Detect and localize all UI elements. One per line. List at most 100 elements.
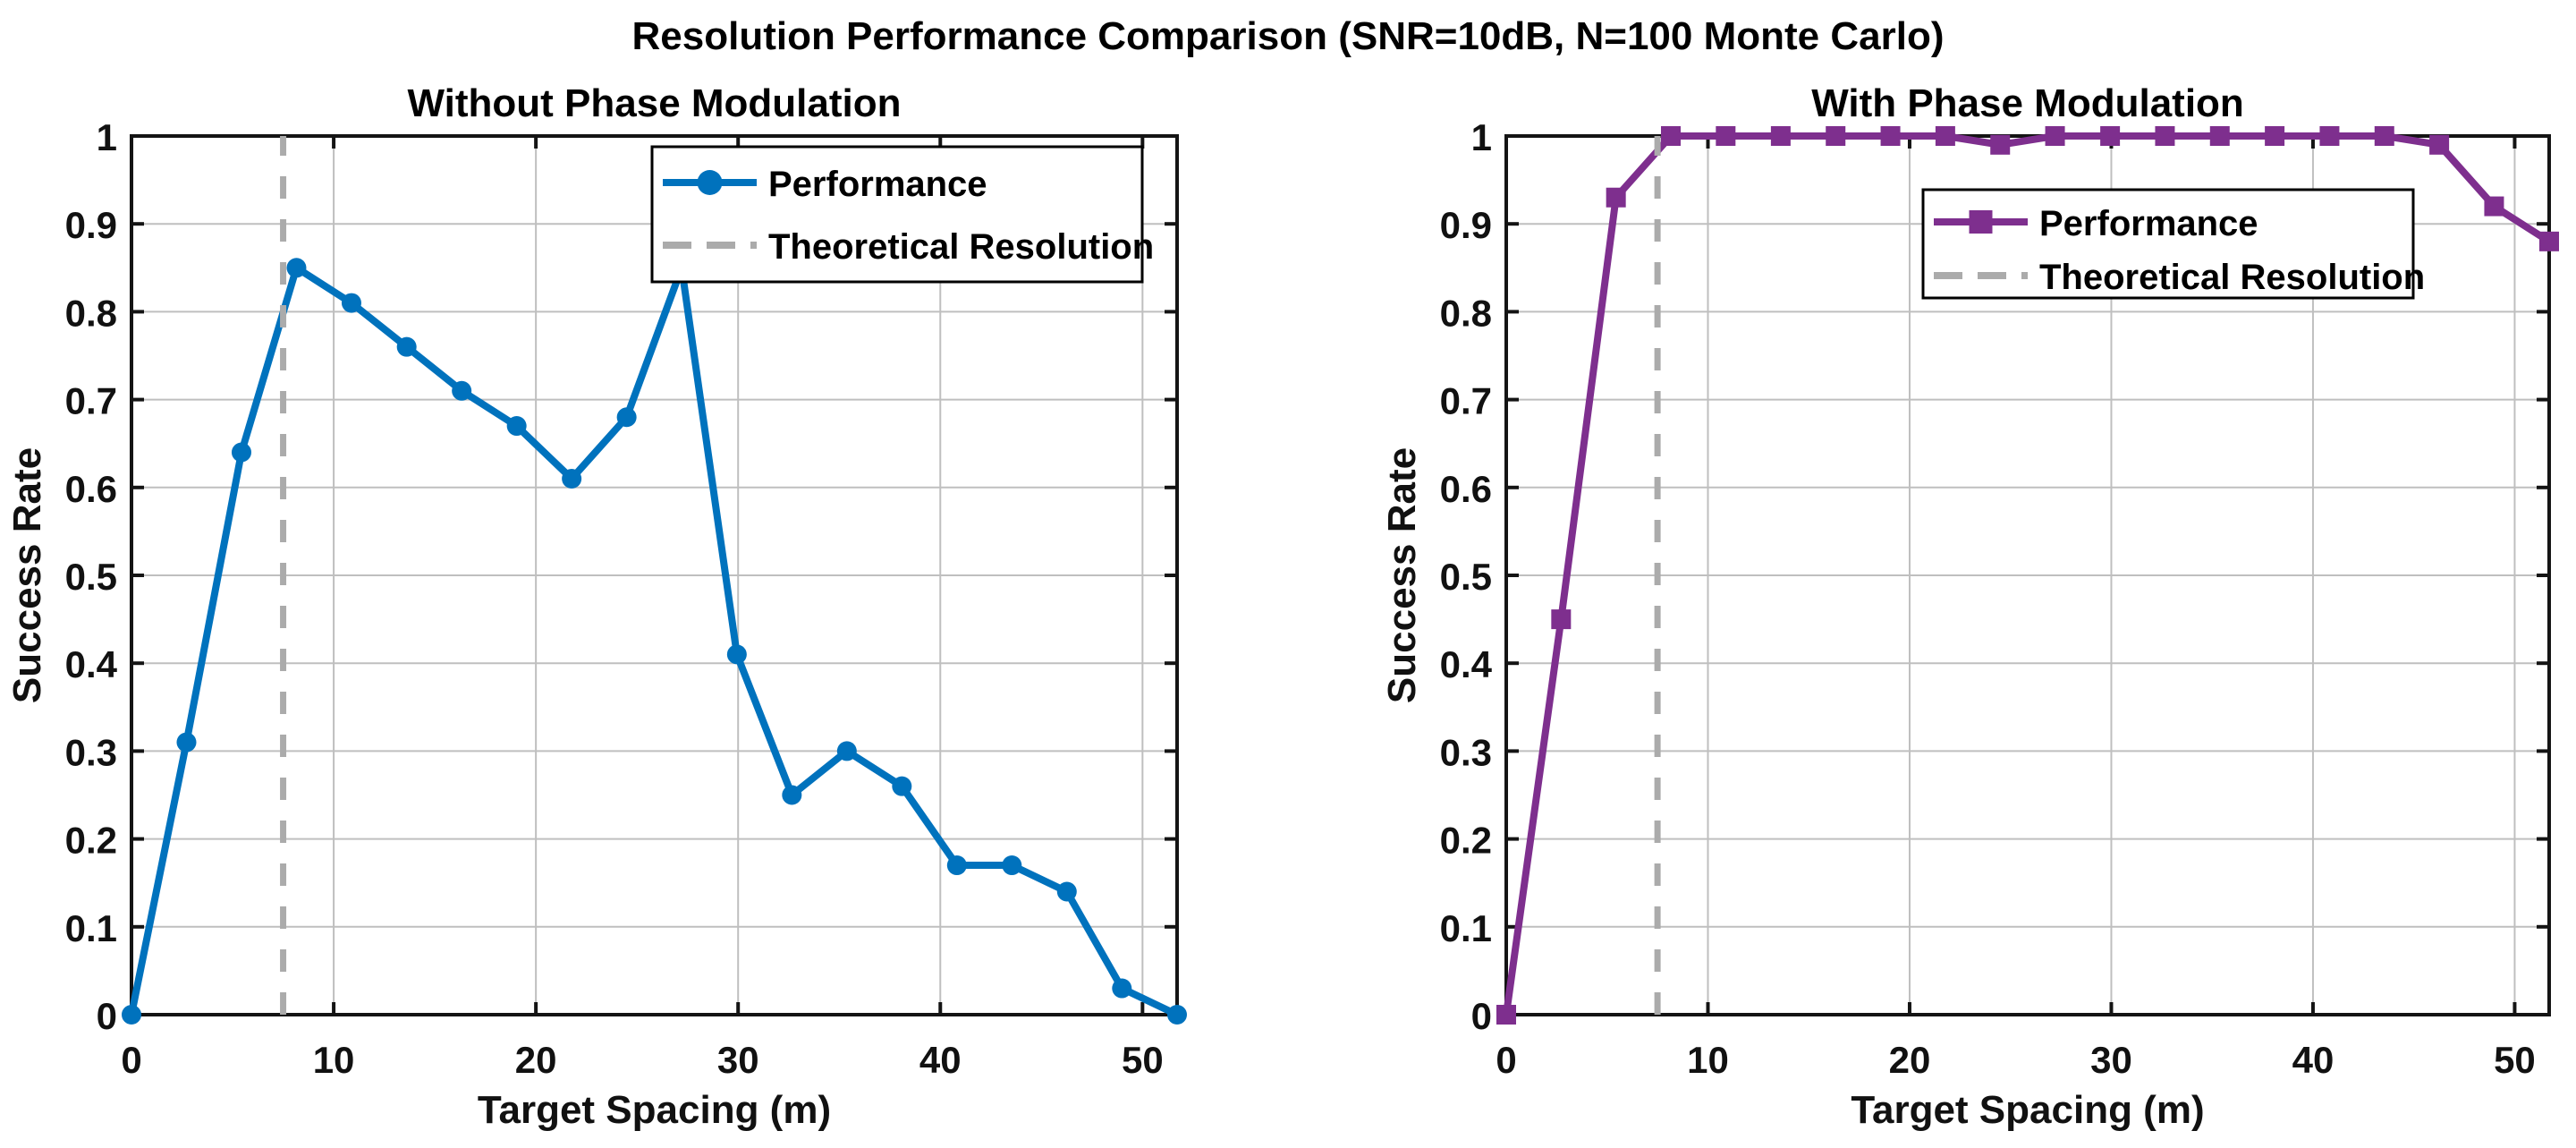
xtick-label: 40 [919,1039,962,1081]
ytick-label: 0.7 [1440,380,1492,422]
ytick-label: 0 [97,995,117,1037]
figure-title: Resolution Performance Comparison (SNR=1… [631,14,1945,58]
data-point-marker [506,416,527,437]
left-yaxis-label: Success Rate [5,447,49,703]
data-point-marker [2319,126,2340,146]
data-point-marker [1990,134,2011,155]
data-point-marker [2484,196,2504,217]
data-point-marker [616,407,637,428]
right-legend: Performance Theoretical Resolution [1921,188,2425,300]
data-point-marker [1770,126,1791,146]
data-point-marker [1551,609,1572,630]
data-point-marker [1002,855,1022,876]
data-point-marker [946,855,967,876]
data-point-marker [2265,126,2285,146]
left-legend: Performance Theoretical Resolution [650,145,1154,284]
right-legend-box [1921,188,2415,300]
data-point-marker [836,741,857,761]
right-yaxis-label: Success Rate [1380,447,1424,703]
ytick-label: 0.9 [65,204,117,246]
data-point-marker [1112,978,1132,999]
ytick-label: 0.7 [65,380,117,422]
ytick-label: 0.9 [1440,204,1492,246]
data-point-marker [1606,187,1626,208]
ytick-label: 0.8 [1440,292,1492,334]
legend-entry-label: Theoretical Resolution [768,227,1154,267]
legend-sample-circle-marker [697,170,723,195]
ytick-label: 0.2 [1440,820,1492,862]
right-xaxis-label: Target Spacing (m) [1851,1088,2204,1132]
ytick-label: 0.4 [1440,643,1493,685]
left-plot: 0 10 20 30 40 50 0 0.1 0.2 0.3 0.4 0.5 0.6 0.7 0.8 0.9 1… [5,81,1187,1132]
data-point-marker [2155,126,2175,146]
data-point-marker [562,468,582,489]
right-plot-title: With Phase Modulation [1811,81,2244,125]
xtick-label: 20 [1889,1039,1931,1081]
data-point-marker [1660,126,1681,146]
data-point-marker [1935,126,1955,146]
right-performance-markers [1496,126,2559,1025]
left-tick-marks [130,134,1177,1016]
ytick-label: 0 [1471,995,1492,1037]
right-ytick-labels: 0 0.1 0.2 0.3 0.4 0.5 0.6 0.7 0.8 0.9 1 [1440,116,1493,1037]
left-grid [131,135,1177,1016]
data-point-marker [286,258,307,278]
ytick-label: 0.4 [65,643,118,685]
right-xtick-labels: 0 10 20 30 40 50 [1496,1039,2535,1081]
data-point-marker [2374,126,2394,146]
data-point-marker [452,380,472,401]
ytick-label: 1 [97,116,117,158]
data-point-marker [1826,126,1846,146]
ytick-label: 0.5 [65,556,117,598]
legend-sample-square-marker [1969,210,1993,234]
data-point-marker [231,442,251,463]
data-point-marker [2539,231,2559,251]
ytick-label: 0.5 [1440,556,1492,598]
data-point-marker [782,785,802,805]
xtick-label: 50 [2494,1039,2536,1081]
data-point-marker [1167,1005,1187,1025]
xtick-label: 10 [1687,1039,1729,1081]
xtick-label: 0 [121,1039,141,1081]
xtick-label: 30 [717,1039,759,1081]
legend-entry-label: Performance [2039,204,2258,243]
ytick-label: 0.6 [65,468,117,510]
left-xtick-labels: 0 10 20 30 40 50 [121,1039,1163,1081]
right-plot: 0 10 20 30 40 50 0 0.1 0.2 0.3 0.4 0.5 0.6 0.7 0.8 0.9 1… [1380,81,2559,1132]
data-point-marker [892,776,912,796]
ytick-label: 0.2 [65,820,117,862]
data-point-marker [1056,881,1077,902]
data-point-marker [2045,126,2065,146]
data-point-marker [1716,126,1736,146]
data-point-marker [122,1005,141,1025]
left-performance-line [128,264,1181,1018]
data-point-marker [1496,1005,1516,1025]
left-ytick-labels: 0 0.1 0.2 0.3 0.4 0.5 0.6 0.7 0.8 0.9 1 [65,116,118,1037]
data-point-marker [2429,134,2450,155]
left-legend-box [650,145,1144,284]
data-point-marker [726,644,747,665]
left-plot-title: Without Phase Modulation [408,81,902,125]
ytick-label: 0.3 [1440,731,1492,773]
ytick-label: 0.1 [65,907,117,949]
data-point-marker [341,293,361,313]
data-point-marker [2209,126,2230,146]
xtick-label: 40 [2292,1039,2334,1081]
xtick-label: 10 [313,1039,355,1081]
ytick-label: 0.8 [65,292,117,334]
data-point-marker [396,336,417,357]
ytick-label: 1 [1471,116,1492,158]
left-xaxis-label: Target Spacing (m) [478,1088,831,1132]
ytick-label: 0.1 [1440,907,1492,949]
legend-entry-label: Performance [768,165,987,204]
ytick-label: 0.6 [1440,468,1492,510]
legend-entry-label: Theoretical Resolution [2039,258,2425,297]
ytick-label: 0.3 [65,731,117,773]
xtick-label: 30 [2090,1039,2132,1081]
data-point-marker [2100,126,2121,146]
data-point-marker [176,732,197,753]
xtick-label: 0 [1496,1039,1516,1081]
xtick-label: 50 [1122,1039,1164,1081]
xtick-label: 20 [515,1039,557,1081]
